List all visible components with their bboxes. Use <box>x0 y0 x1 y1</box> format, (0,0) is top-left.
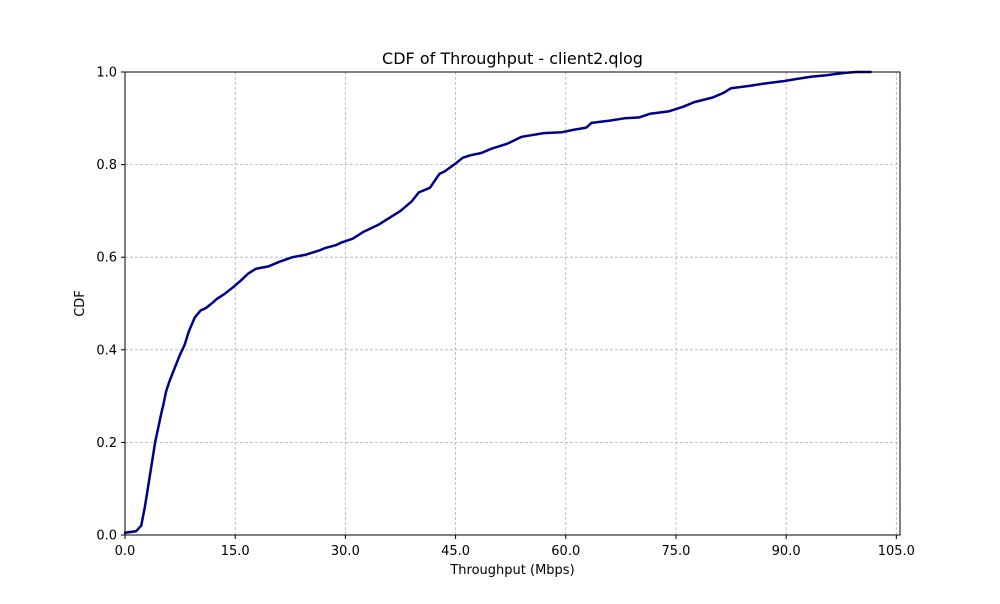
y-tick-label: 0.8 <box>96 158 117 173</box>
y-tick-label: 0.0 <box>96 529 117 544</box>
x-tick-label: 30.0 <box>331 544 360 559</box>
x-tick-label: 15.0 <box>221 544 250 559</box>
x-tick-label: 105.0 <box>878 544 915 559</box>
y-tick-label: 0.4 <box>96 343 117 358</box>
y-axis-ticks: 0.0 0.2 0.4 0.6 0.8 1.0 <box>96 66 125 544</box>
x-tick-label: 45.0 <box>441 544 470 559</box>
cdf-series-line <box>123 70 872 534</box>
chart-title: CDF of Throughput - client2.qlog <box>382 49 643 68</box>
x-tick-label: 90.0 <box>772 544 801 559</box>
y-axis-label: CDF <box>73 290 88 317</box>
x-tick-label: 60.0 <box>551 544 580 559</box>
x-tick-label: 75.0 <box>661 544 690 559</box>
y-tick-label: 0.6 <box>96 251 117 266</box>
x-axis-ticks: 0.0 15.0 30.0 45.0 60.0 75.0 90.0 105.0 <box>115 535 915 559</box>
y-tick-label: 1.0 <box>96 66 117 81</box>
plot-area-frame <box>124 71 901 536</box>
x-tick-label: 0.0 <box>115 544 136 559</box>
x-axis-label: Throughput (Mbps) <box>449 563 574 578</box>
y-tick-label: 0.2 <box>96 436 117 451</box>
